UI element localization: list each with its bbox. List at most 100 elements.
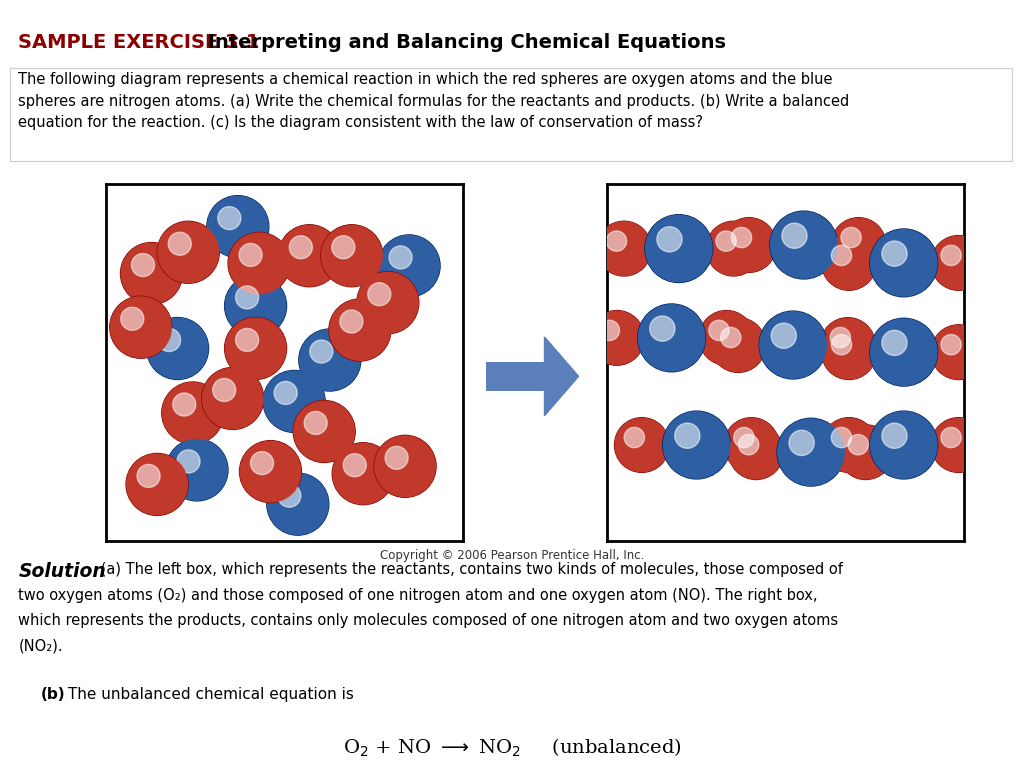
Circle shape: [771, 212, 837, 278]
Circle shape: [224, 317, 287, 379]
Circle shape: [782, 223, 807, 248]
Circle shape: [225, 276, 286, 336]
Circle shape: [722, 217, 776, 273]
Circle shape: [374, 435, 436, 498]
Text: Solution: Solution: [18, 562, 106, 581]
Circle shape: [375, 436, 435, 497]
Circle shape: [941, 335, 962, 355]
Circle shape: [332, 442, 394, 505]
Circle shape: [263, 370, 325, 432]
Circle shape: [202, 368, 263, 429]
Circle shape: [343, 454, 367, 477]
Circle shape: [932, 326, 985, 379]
Circle shape: [121, 243, 182, 304]
Circle shape: [606, 231, 627, 251]
Circle shape: [321, 225, 383, 286]
Circle shape: [251, 452, 273, 475]
Circle shape: [870, 411, 938, 479]
Circle shape: [158, 221, 219, 283]
Circle shape: [208, 197, 268, 257]
Circle shape: [941, 427, 962, 448]
Circle shape: [158, 329, 180, 352]
Circle shape: [821, 325, 877, 379]
Circle shape: [699, 310, 754, 366]
Circle shape: [790, 430, 814, 455]
Circle shape: [712, 318, 765, 372]
Circle shape: [310, 340, 333, 363]
Text: (b): (b): [41, 687, 66, 702]
Text: Copyright © 2006 Pearson Prentice Hall, Inc.: Copyright © 2006 Pearson Prentice Hall, …: [380, 549, 644, 562]
Circle shape: [638, 304, 706, 372]
Circle shape: [224, 275, 287, 337]
Text: two oxygen atoms (O₂) and those composed of one nitrogen atom and one oxygen ato: two oxygen atoms (O₂) and those composed…: [18, 588, 818, 603]
Circle shape: [213, 379, 236, 402]
Circle shape: [831, 218, 886, 272]
Circle shape: [368, 283, 391, 306]
Circle shape: [725, 419, 778, 472]
Circle shape: [699, 311, 754, 365]
Circle shape: [645, 215, 712, 282]
Circle shape: [240, 441, 301, 502]
Circle shape: [356, 272, 419, 333]
Circle shape: [870, 318, 938, 386]
Circle shape: [590, 311, 644, 365]
Circle shape: [831, 217, 886, 273]
Circle shape: [848, 435, 868, 455]
Circle shape: [597, 222, 651, 276]
Circle shape: [941, 245, 962, 266]
Circle shape: [293, 400, 355, 462]
Circle shape: [870, 229, 938, 296]
Circle shape: [126, 453, 188, 515]
Circle shape: [228, 233, 290, 294]
Circle shape: [821, 418, 877, 472]
Circle shape: [822, 326, 876, 379]
Text: Interpreting and Balancing Chemical Equations: Interpreting and Balancing Chemical Equa…: [201, 33, 726, 52]
Circle shape: [822, 236, 876, 290]
Circle shape: [822, 419, 876, 472]
Circle shape: [290, 236, 312, 259]
Circle shape: [931, 325, 986, 379]
Circle shape: [870, 230, 937, 296]
Circle shape: [599, 320, 620, 340]
Circle shape: [304, 412, 328, 435]
Circle shape: [831, 245, 852, 266]
Circle shape: [882, 330, 907, 356]
Circle shape: [731, 227, 752, 248]
Circle shape: [379, 236, 439, 296]
Circle shape: [839, 425, 893, 479]
Circle shape: [228, 233, 290, 294]
Circle shape: [127, 454, 187, 515]
Circle shape: [121, 307, 143, 330]
Text: The following diagram represents a chemical reaction in which the red spheres ar: The following diagram represents a chemi…: [18, 72, 850, 131]
Circle shape: [207, 196, 268, 257]
Circle shape: [882, 423, 907, 449]
Circle shape: [821, 318, 874, 372]
Circle shape: [638, 305, 705, 371]
Text: which represents the products, contains only molecules composed of one nitrogen : which represents the products, contains …: [18, 613, 839, 628]
Circle shape: [771, 323, 797, 349]
Circle shape: [615, 419, 669, 472]
Circle shape: [236, 286, 259, 309]
Circle shape: [830, 327, 851, 348]
Circle shape: [870, 319, 937, 386]
Circle shape: [239, 243, 262, 266]
Circle shape: [625, 427, 644, 448]
Circle shape: [777, 419, 844, 485]
Circle shape: [299, 329, 360, 391]
Circle shape: [121, 243, 182, 304]
Circle shape: [738, 435, 759, 455]
Circle shape: [614, 418, 669, 472]
Circle shape: [330, 300, 390, 360]
Circle shape: [724, 418, 779, 472]
Circle shape: [664, 412, 730, 478]
Circle shape: [932, 236, 985, 290]
Circle shape: [841, 227, 861, 248]
Circle shape: [110, 296, 172, 358]
Circle shape: [839, 425, 893, 479]
Circle shape: [236, 329, 259, 352]
Circle shape: [882, 241, 907, 266]
Text: O$_2$ + NO $\longrightarrow$ NO$_2$     (unbalanced): O$_2$ + NO $\longrightarrow$ NO$_2$ (unb…: [343, 737, 681, 759]
Circle shape: [675, 423, 700, 449]
Circle shape: [777, 419, 845, 486]
Circle shape: [274, 382, 297, 405]
